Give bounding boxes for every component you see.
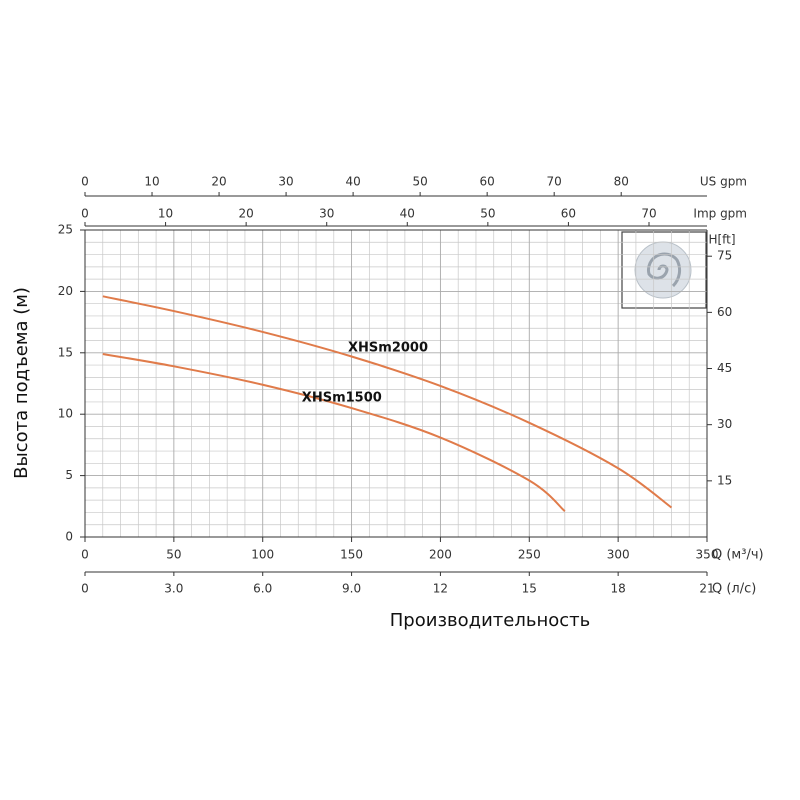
- y2-tick-label: 75: [717, 249, 732, 263]
- secondary-tick-label: 9.0: [342, 582, 361, 596]
- secondary-tick-label: 21: [699, 582, 714, 596]
- secondary-tick-label: 0: [81, 207, 89, 221]
- secondary-tick-label: 70: [547, 175, 562, 189]
- series-label: XHSm2000: [348, 340, 428, 355]
- secondary-tick-label: 20: [211, 175, 226, 189]
- secondary-tick-label: 12: [433, 582, 448, 596]
- secondary-tick-label: 50: [480, 207, 495, 221]
- x-tick-label: 350: [696, 548, 719, 562]
- x-tick-label: 0: [81, 548, 89, 562]
- secondary-axis-label: Q (л/с): [712, 582, 756, 597]
- y-tick-label: 20: [58, 284, 73, 298]
- y2-tick-label: 45: [717, 361, 732, 375]
- x-tick-label: 50: [166, 548, 181, 562]
- secondary-axis-label: US gpm: [700, 175, 747, 189]
- curve: [102, 295, 673, 509]
- x-tick-label: 100: [251, 548, 274, 562]
- y-axis-label: Высота подъема (м): [11, 287, 32, 479]
- y-tick-label: 5: [65, 468, 73, 482]
- secondary-tick-label: 6.0: [253, 582, 272, 596]
- x-axis-label: Производительность: [390, 610, 590, 631]
- secondary-tick-label: 60: [561, 207, 576, 221]
- secondary-tick-label: 40: [400, 207, 415, 221]
- x-tick-label: 300: [607, 548, 630, 562]
- secondary-tick-label: 0: [81, 582, 89, 596]
- secondary-tick-label: 10: [158, 207, 173, 221]
- secondary-tick-label: 70: [641, 207, 656, 221]
- x-unit-label: Q (м³/ч): [712, 548, 764, 563]
- secondary-tick-label: 18: [611, 582, 626, 596]
- y2-tick-label: 60: [717, 305, 732, 319]
- curve: [102, 353, 566, 512]
- series-label: XHSm1500: [302, 391, 382, 406]
- secondary-tick-label: 40: [345, 175, 360, 189]
- secondary-tick-label: 0: [81, 175, 89, 189]
- impeller-icon: [621, 231, 707, 309]
- y-tick-label: 15: [58, 345, 73, 359]
- x-tick-label: 150: [340, 548, 363, 562]
- x-tick-label: 200: [429, 548, 452, 562]
- y-tick-label: 0: [65, 530, 73, 544]
- secondary-tick-label: 30: [278, 175, 293, 189]
- secondary-tick-label: 50: [412, 175, 427, 189]
- y2-tick-label: 15: [717, 473, 732, 487]
- secondary-tick-label: 60: [480, 175, 495, 189]
- secondary-axis-label: Imp gpm: [693, 207, 747, 221]
- secondary-tick-label: 20: [238, 207, 253, 221]
- secondary-tick-label: 15: [522, 582, 537, 596]
- y2-axis-label: H[ft]: [708, 233, 735, 247]
- y2-tick-label: 30: [717, 417, 732, 431]
- secondary-tick-label: 80: [614, 175, 629, 189]
- x-tick-label: 250: [518, 548, 541, 562]
- y-tick-label: 10: [58, 407, 73, 421]
- secondary-tick-label: 3.0: [164, 582, 183, 596]
- y-tick-label: 25: [58, 223, 73, 237]
- secondary-tick-label: 30: [319, 207, 334, 221]
- secondary-tick-label: 10: [144, 175, 159, 189]
